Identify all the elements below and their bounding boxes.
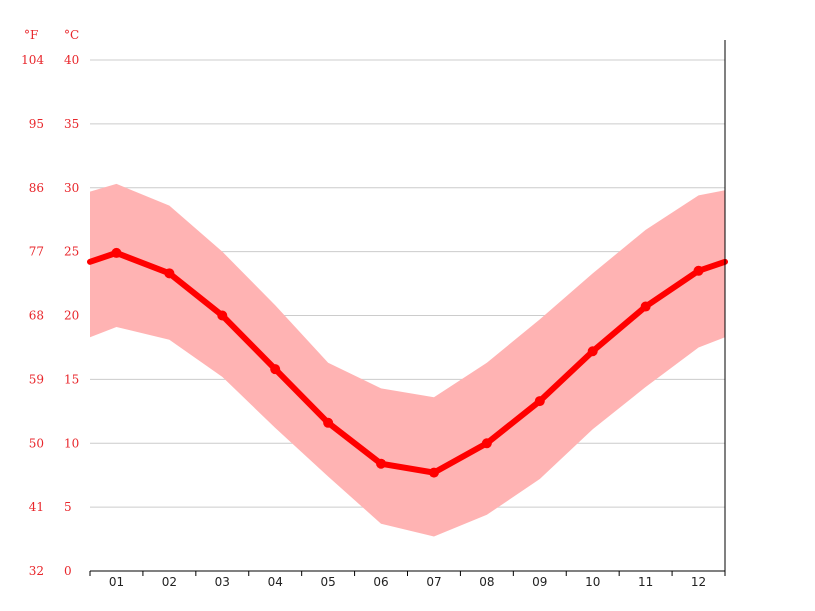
y-tick-label-c: 0 bbox=[64, 564, 72, 578]
y-tick-label-c: 20 bbox=[64, 309, 79, 323]
x-tick-label: 10 bbox=[585, 575, 600, 589]
mean-point-08 bbox=[481, 438, 492, 449]
y-tick-label-f: 41 bbox=[29, 500, 44, 514]
y-tick-label-f: 68 bbox=[29, 309, 44, 323]
y-tick-label-f: 50 bbox=[29, 436, 44, 450]
y-tick-label-c: 10 bbox=[64, 436, 79, 450]
mean-point-02 bbox=[164, 268, 175, 279]
x-tick-label: 11 bbox=[638, 575, 653, 589]
y-tick-label-c: 5 bbox=[64, 500, 72, 514]
y-tick-label-c: 35 bbox=[64, 117, 79, 131]
y-tick-label-c: 15 bbox=[64, 372, 79, 386]
x-tick-label: 01 bbox=[109, 575, 124, 589]
unit-fahrenheit: °F bbox=[24, 28, 38, 42]
mean-point-09 bbox=[534, 396, 545, 407]
x-tick-label: 03 bbox=[215, 575, 230, 589]
mean-point-11 bbox=[640, 301, 651, 312]
mean-temperature-line bbox=[87, 249, 728, 476]
mean-point-07 bbox=[428, 467, 439, 478]
axes bbox=[89, 40, 726, 576]
y-tick-label-f: 59 bbox=[29, 372, 44, 386]
y-tick-label-f: 32 bbox=[29, 564, 44, 578]
y-tick-label-c: 40 bbox=[64, 53, 79, 67]
x-axis-labels: 01 02 03 04 05 06 07 08 09 10 11 12 bbox=[109, 575, 706, 589]
y-tick-label-c: 25 bbox=[64, 245, 79, 259]
y-axis-labels: °F °C 32 0 41 5 50 10 59 15 68 20 77 25 86 30 95 35 104 4… bbox=[21, 28, 79, 578]
x-tick-label: 07 bbox=[426, 575, 441, 589]
mean-point-04 bbox=[270, 364, 281, 375]
mean-temperature-points bbox=[111, 247, 704, 478]
mean-point-05 bbox=[323, 417, 334, 428]
mean-point-12 bbox=[693, 265, 704, 276]
mean-point-01 bbox=[111, 247, 122, 258]
mean-point-06 bbox=[376, 458, 387, 469]
mean-point-10 bbox=[587, 346, 598, 357]
x-tick-label: 05 bbox=[320, 575, 335, 589]
y-tick-label-f: 104 bbox=[21, 53, 44, 67]
mean-point-03 bbox=[217, 310, 228, 321]
unit-celsius: °C bbox=[64, 28, 79, 42]
x-tick-label: 06 bbox=[373, 575, 388, 589]
y-tick-label-f: 77 bbox=[29, 245, 44, 259]
y-tick-label-c: 30 bbox=[64, 181, 79, 195]
x-tick-label: 12 bbox=[691, 575, 706, 589]
x-tick-label: 08 bbox=[479, 575, 494, 589]
x-tick-label: 09 bbox=[532, 575, 547, 589]
temperature-range-band bbox=[90, 183, 725, 537]
y-tick-label-f: 86 bbox=[29, 181, 44, 195]
x-tick-label: 04 bbox=[268, 575, 283, 589]
x-tick-label: 02 bbox=[162, 575, 177, 589]
y-tick-label-f: 95 bbox=[29, 117, 44, 131]
